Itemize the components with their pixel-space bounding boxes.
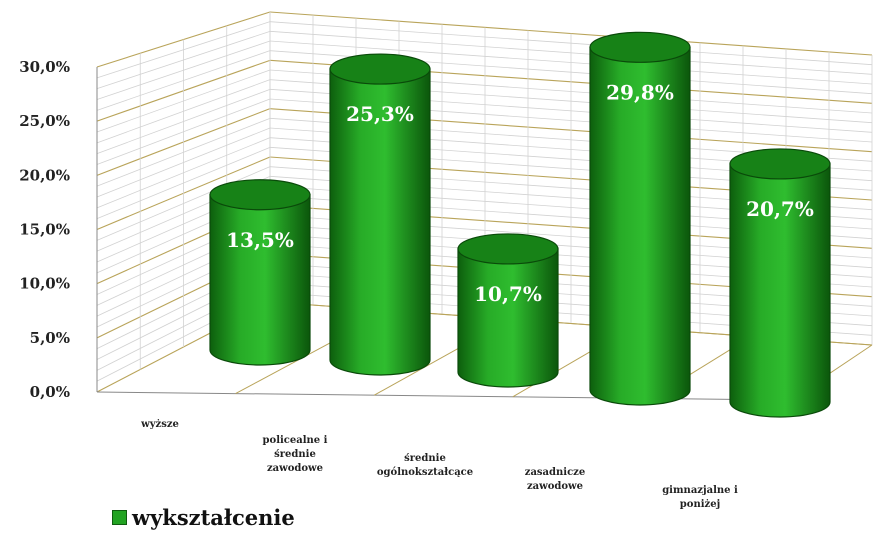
bar-body [210,195,310,365]
x-category-label: gimnazjalne i [662,485,738,496]
x-category-label: średnie [274,449,316,460]
y-tick-label: 10,0% [19,275,70,293]
data-label: 29,8% [606,80,674,104]
bar: 13,5% [210,180,310,365]
x-category-label: ogólnokształcące [377,467,473,478]
y-tick-label: 30,0% [19,58,70,76]
bar: 20,7% [730,149,830,417]
data-label: 13,5% [226,228,294,252]
legend: wykształcenie [112,505,295,530]
y-tick-label: 20,0% [19,166,70,184]
data-label: 20,7% [746,197,814,221]
bar-top [210,180,310,210]
x-category-label: zasadnicze [525,467,585,478]
bar-body [458,249,558,387]
bar: 25,3% [330,54,430,375]
y-axis-ticks: 0,0% 5,0% 10,0% 15,0% 20,0% 25,0% 30,0% [19,58,70,401]
bar: 29,8% [590,32,690,405]
legend-swatch [112,510,127,525]
bar-top [730,149,830,179]
y-tick-label: 15,0% [19,221,70,239]
x-category-label: policealne i [263,435,328,446]
y-tick-label: 0,0% [30,383,70,401]
x-axis-categories: wyższe policealne i średnie zawodowe średnie… [140,419,738,510]
bar-top [458,234,558,264]
legend-label: wykształcenie [132,505,295,530]
bar-top [590,32,690,62]
data-label: 25,3% [346,102,414,126]
bar-top [330,54,430,84]
x-category-label: średnie [404,453,446,464]
y-tick-label: 25,0% [19,112,70,130]
x-category-label: zawodowe [527,481,583,492]
x-category-label: poniżej [680,499,720,510]
bars: 13,5% 25,3% 10,7% 29,8% 20,7% [210,32,830,417]
x-category-label: wyższe [140,419,179,430]
bar: 10,7% [458,234,558,387]
x-category-label: zawodowe [267,463,323,474]
data-label: 10,7% [474,282,542,306]
y-tick-label: 5,0% [30,329,70,347]
